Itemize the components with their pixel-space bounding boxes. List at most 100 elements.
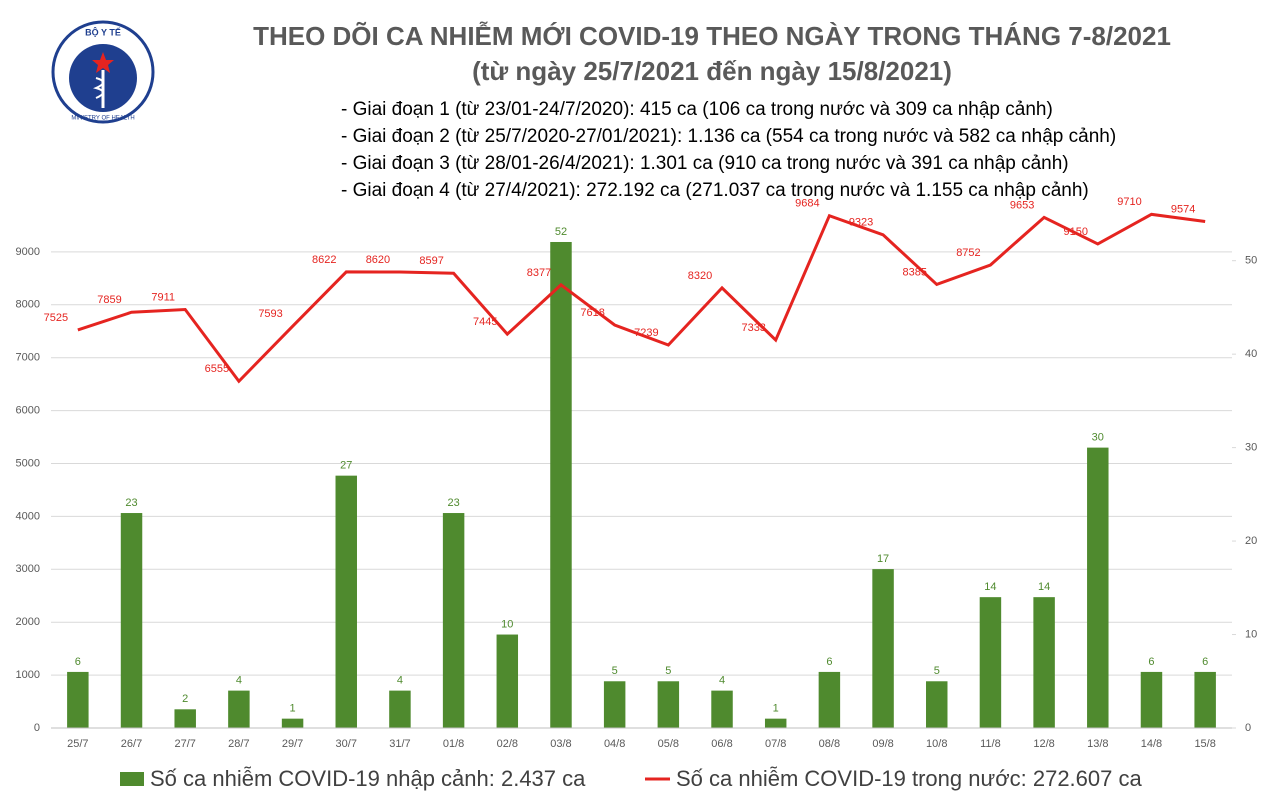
line-label: 7239	[634, 327, 658, 339]
line-label: 8377	[527, 267, 551, 279]
line-label: 9150	[1064, 226, 1088, 238]
x-tick-label: 30/7	[336, 738, 357, 750]
bar	[872, 569, 894, 728]
bar	[67, 671, 89, 728]
bar-label: 5	[934, 665, 940, 677]
bar-label: 10	[501, 618, 513, 630]
y2-tick-label: 50	[1245, 255, 1257, 267]
y-tick-label: 8000	[16, 299, 40, 311]
line-label: 9574	[1171, 203, 1195, 215]
line-label: 8385	[903, 266, 927, 278]
bar	[711, 690, 733, 728]
y2-tick-label: 30	[1245, 442, 1257, 454]
x-tick-label: 25/7	[67, 738, 88, 750]
line-label: 8597	[419, 255, 443, 267]
chart-subtitle: (từ ngày 25/7/2021 đến ngày 15/8/2021)	[472, 56, 952, 86]
line-label: 8620	[366, 254, 390, 266]
bar	[389, 690, 411, 728]
bar	[1140, 671, 1163, 728]
bar-label: 5	[612, 665, 618, 677]
bar	[764, 718, 787, 728]
y2-tick-label: 20	[1245, 535, 1257, 547]
bar-label: 14	[984, 581, 996, 593]
line-label: 8752	[956, 247, 980, 259]
line-label: 9653	[1010, 199, 1034, 211]
y2-tick-label: 40	[1245, 348, 1257, 360]
line-label: 7911	[151, 291, 175, 303]
bar	[1194, 671, 1216, 728]
line-label: 6555	[205, 363, 229, 375]
y-tick-label: 6000	[16, 405, 40, 417]
x-tick-label: 02/8	[497, 738, 518, 750]
x-tick-label: 10/8	[926, 738, 947, 750]
y2-tick-label: 0	[1245, 722, 1251, 734]
bar-label: 23	[125, 497, 137, 509]
bar	[120, 513, 143, 728]
y-tick-label: 5000	[16, 457, 40, 469]
x-tick-label: 14/8	[1141, 738, 1162, 750]
line-label: 7525	[44, 312, 68, 324]
x-tick-label: 29/7	[282, 738, 303, 750]
bar-label: 4	[719, 675, 725, 687]
note: - Giai đoạn 4 (từ 27/4/2021): 272.192 ca…	[341, 180, 1089, 201]
bar	[281, 718, 304, 728]
line-label: 9710	[1117, 196, 1141, 208]
logo: BỘ Y TẾ MINISTRY OF HEALTH	[51, 20, 155, 124]
bar-label: 52	[555, 226, 567, 238]
bar	[926, 681, 948, 728]
bar-label: 6	[1148, 656, 1154, 668]
bar	[979, 597, 1002, 728]
bar-label: 6	[826, 656, 832, 668]
line-label: 7859	[97, 294, 121, 306]
note: - Giai đoạn 3 (từ 28/01-26/4/2021): 1.30…	[341, 153, 1069, 174]
x-tick-label: 08/8	[819, 738, 840, 750]
line	[77, 212, 1206, 384]
x-tick-label: 05/8	[658, 738, 679, 750]
logo-top: BỘ Y TẾ	[85, 26, 121, 37]
line-label: 9684	[795, 198, 819, 210]
y2-tick-label: 10	[1245, 628, 1257, 640]
line-label: 7618	[580, 307, 604, 319]
bar-label: 6	[1202, 656, 1208, 668]
bar-label: 1	[290, 703, 296, 715]
bar	[228, 690, 250, 728]
line-label: 9323	[849, 217, 873, 229]
bar-label: 1	[773, 703, 779, 715]
bar-label: 27	[340, 460, 352, 472]
bar	[335, 475, 357, 728]
bar-label: 23	[447, 497, 459, 509]
x-tick-label: 15/8	[1194, 738, 1215, 750]
y-tick-label: 1000	[16, 669, 40, 681]
y-tick-label: 0	[34, 722, 40, 734]
legend-label: Số ca nhiễm COVID-19 nhập cảnh: 2.437 ca	[150, 766, 586, 791]
x-tick-label: 03/8	[550, 738, 571, 750]
y-tick-label: 2000	[16, 616, 40, 628]
x-tick-label: 07/8	[765, 738, 786, 750]
y-tick-label: 9000	[16, 246, 40, 258]
x-tick-label: 06/8	[711, 738, 732, 750]
bar-label: 2	[182, 693, 188, 705]
bar-label: 17	[877, 553, 889, 565]
bar	[496, 634, 519, 728]
bar	[174, 709, 196, 728]
line-label: 8320	[688, 270, 712, 282]
bar-label: 14	[1038, 581, 1050, 593]
x-tick-label: 26/7	[121, 738, 142, 750]
bar	[442, 513, 465, 728]
bar	[1087, 447, 1109, 728]
x-tick-label: 12/8	[1033, 738, 1054, 750]
note: - Giai đoạn 2 (từ 25/7/2020-27/01/2021):…	[341, 126, 1116, 147]
bar-label: 30	[1092, 432, 1104, 444]
x-tick-label: 04/8	[604, 738, 625, 750]
bar-label: 4	[236, 675, 242, 687]
line-label: 7445	[473, 316, 497, 328]
legend-label: Số ca nhiễm COVID-19 trong nước: 272.607…	[676, 766, 1142, 791]
note: - Giai đoạn 1 (từ 23/01-24/7/2020): 415 …	[341, 99, 1053, 120]
bar	[1033, 597, 1055, 728]
x-tick-label: 09/8	[872, 738, 893, 750]
bar	[603, 681, 626, 728]
x-tick-label: 28/7	[228, 738, 249, 750]
x-tick-label: 11/8	[980, 738, 1001, 750]
x-tick-label: 13/8	[1087, 738, 1108, 750]
